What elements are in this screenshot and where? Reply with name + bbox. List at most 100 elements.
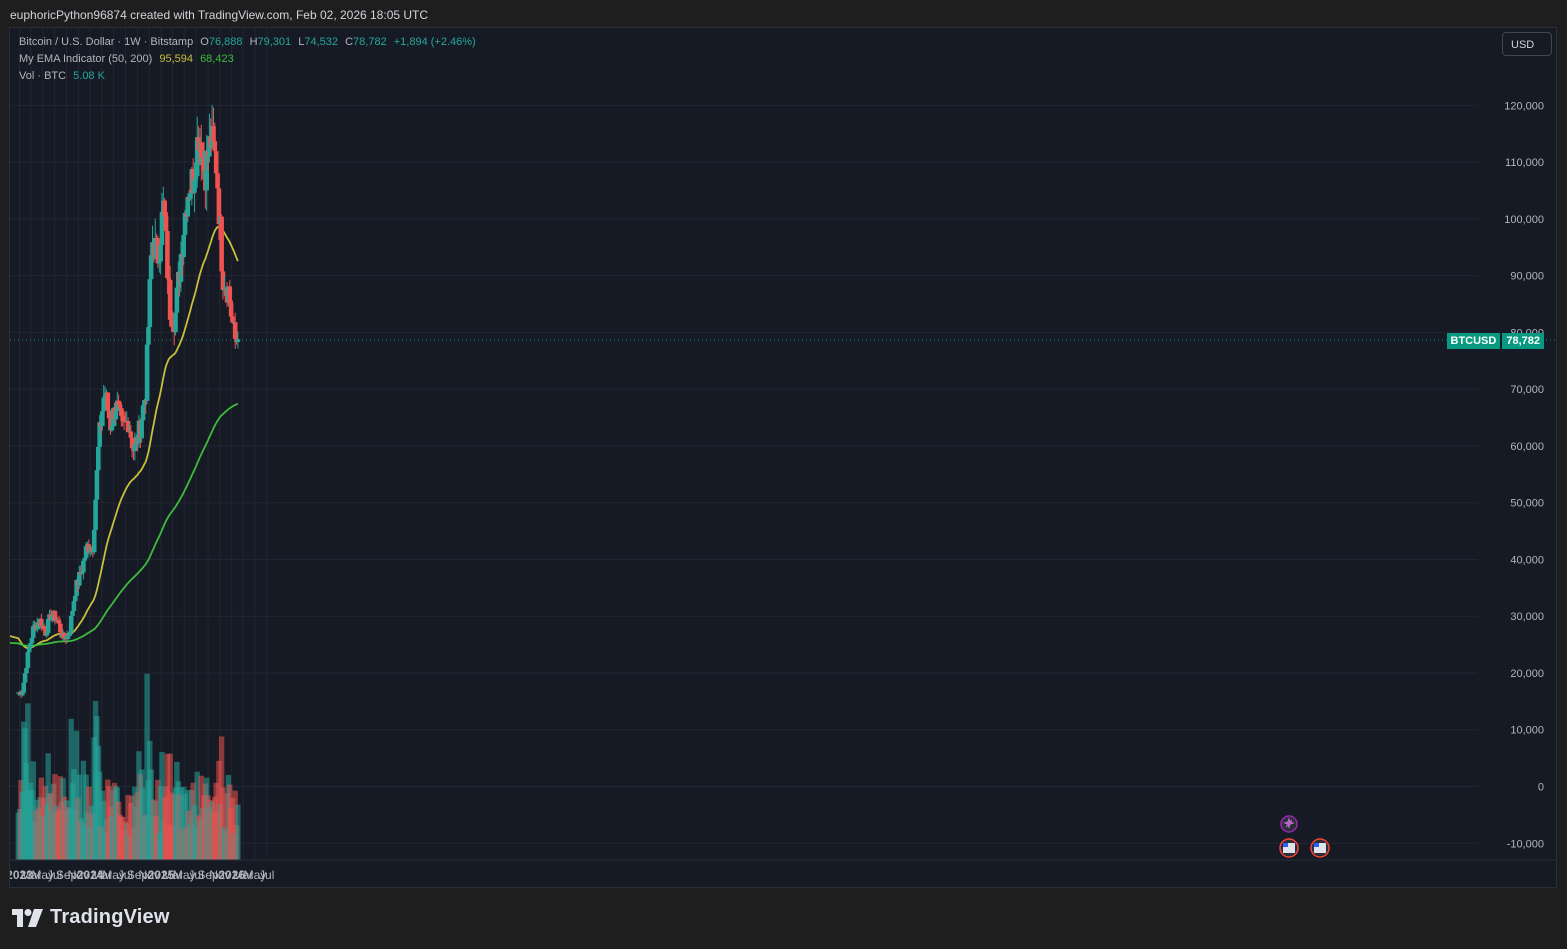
candle-body	[119, 408, 124, 416]
volume-bar	[125, 794, 131, 860]
candle-body	[178, 254, 184, 282]
candle-body	[147, 279, 153, 328]
candle-body	[20, 692, 25, 695]
x-tick-label: Sep	[56, 868, 78, 882]
y-tick-label: 120,000	[1504, 100, 1544, 112]
candle-body	[74, 580, 79, 596]
symbol-name[interactable]: Bitcoin / U.S. Dollar · 1W · Bitstamp	[19, 36, 194, 48]
y-tick-label: 110,000	[1505, 157, 1544, 169]
y-tick-label: 90,000	[1510, 271, 1544, 283]
candle-body	[83, 546, 89, 558]
candle-body	[44, 633, 50, 636]
x-tick-label: Mar	[233, 868, 254, 882]
chart-canvas[interactable]: 120,000110,000100,00090,00080,00070,0006…	[10, 28, 1556, 887]
flag-icon	[1314, 843, 1326, 853]
candle-body	[82, 557, 88, 561]
candle-body	[56, 620, 62, 624]
candle-body	[52, 610, 58, 622]
candle-body	[144, 344, 150, 401]
ema-fast-line	[10, 225, 239, 649]
candle-body	[21, 682, 27, 693]
candle-body	[163, 215, 169, 232]
candle-body	[125, 420, 131, 433]
currency-button[interactable]: USD	[1502, 32, 1552, 56]
volume-legend[interactable]: Vol · BTC 5.08 K	[19, 70, 105, 82]
x-tick-label: Jul	[47, 868, 62, 882]
x-tick-label: Jul	[259, 868, 274, 882]
y-tick-label: 10,000	[1510, 725, 1544, 737]
candle-body	[91, 529, 97, 553]
candle-body	[97, 422, 102, 447]
chart-pane[interactable]: 120,000110,000100,00090,00080,00070,0006…	[9, 27, 1557, 888]
x-tick-label: 2025	[148, 868, 175, 882]
volume-bar	[155, 779, 161, 860]
indicator-name[interactable]: My EMA Indicator (50, 200)	[19, 53, 153, 65]
candle-body	[193, 176, 199, 181]
flag-icon	[1283, 843, 1295, 853]
candle-body	[101, 397, 107, 412]
candle-body	[215, 173, 220, 189]
candle-body	[102, 395, 108, 398]
event-markers[interactable]	[1279, 815, 1330, 858]
tradingview-logo[interactable]: TradingView	[12, 906, 170, 929]
candle-body	[35, 623, 40, 630]
candle-body	[212, 141, 218, 152]
candle-body	[30, 626, 36, 639]
candle-body	[230, 316, 235, 323]
high-key: H	[249, 36, 258, 48]
candle-body	[49, 615, 55, 621]
candle-body	[81, 560, 86, 573]
candle-body	[113, 410, 119, 420]
volume-bar	[144, 673, 150, 860]
candle-body	[58, 623, 63, 633]
candle-body	[173, 312, 178, 333]
candle-body	[22, 673, 28, 683]
candle-body	[227, 286, 233, 304]
candle-body	[109, 426, 115, 431]
candle-body	[167, 279, 173, 320]
low-value: 74,532	[304, 36, 339, 48]
candle-body	[106, 410, 112, 419]
close-value: 78,782	[353, 36, 387, 48]
candle-body	[169, 319, 174, 327]
volume-bar	[220, 787, 226, 860]
candle-body	[24, 668, 29, 674]
candle-body	[142, 400, 147, 406]
ema-slow-line	[10, 402, 239, 647]
candle-body	[162, 200, 167, 216]
x-tick-label: Mar	[21, 868, 42, 882]
candle-body	[43, 629, 48, 636]
symbol-legend[interactable]: Bitcoin / U.S. Dollar · 1W · Bitstamp O7…	[19, 36, 476, 48]
candle-body	[67, 632, 73, 636]
candle-body	[165, 231, 170, 279]
candle-body	[95, 446, 101, 471]
candle-body	[128, 431, 134, 438]
candle-body	[129, 437, 135, 449]
y-tick-label: 20,000	[1510, 668, 1544, 680]
candle-body	[72, 595, 78, 602]
x-tick-label: Mar	[162, 868, 183, 882]
candle-body	[86, 544, 92, 553]
indicator-legend[interactable]: My EMA Indicator (50, 200) 95,594 68,423	[19, 53, 234, 65]
volume-bar	[76, 774, 83, 860]
y-tick-label: -10,000	[1507, 838, 1544, 850]
volume-name[interactable]: Vol · BTC	[19, 70, 67, 82]
candles	[16, 104, 241, 698]
time-axis: 2023MarMayJulSepNov2024MarMayJulSepNov20…	[10, 859, 1556, 882]
x-tick-label: Sep	[127, 868, 149, 882]
y-tick-label: 100,000	[1504, 214, 1544, 226]
candle-body	[100, 411, 105, 427]
candle-body	[62, 633, 67, 639]
candle-body	[140, 405, 146, 421]
low-key: L	[298, 36, 305, 48]
candle-body	[188, 193, 193, 200]
ema-lines	[10, 225, 239, 649]
x-tick-label: 2024	[77, 868, 104, 882]
x-tick-label: Jul	[188, 868, 203, 882]
candle-body	[182, 212, 188, 235]
candle-body	[213, 151, 219, 174]
candle-body	[45, 618, 51, 634]
candle-body	[235, 339, 241, 342]
candle-body	[220, 271, 226, 290]
volume-bar	[148, 769, 154, 860]
